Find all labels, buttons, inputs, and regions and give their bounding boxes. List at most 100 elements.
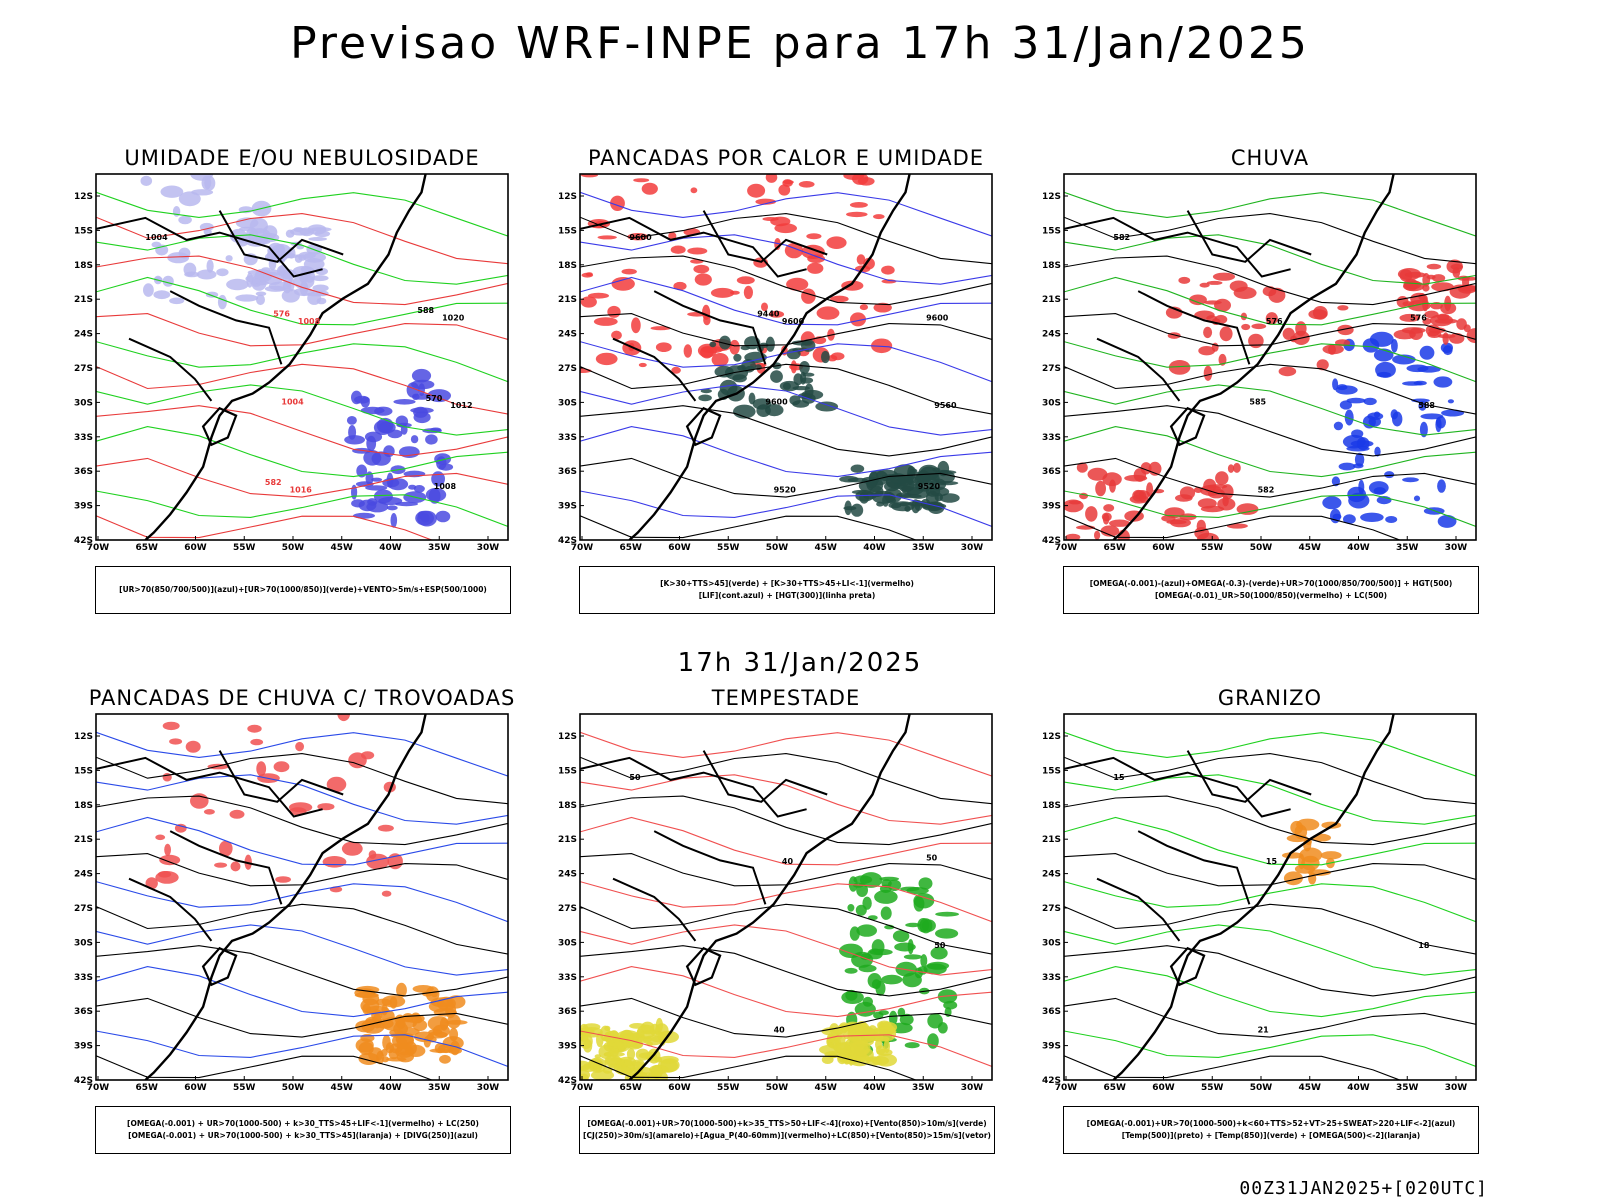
contour-line [96,924,508,976]
shaded-area [434,453,451,465]
shaded-area [883,1039,890,1054]
shaded-area [1390,409,1398,420]
lat-label: 15S [74,226,93,236]
country-border [1137,830,1251,905]
contour-line [96,945,508,997]
shaded-area [881,974,903,985]
shaded-area [1336,384,1348,391]
shaded-area [219,840,233,857]
shaded-area [1268,287,1286,303]
lon-label: 65W [620,543,643,553]
shaded-area [361,751,375,760]
lon-label: 35W [912,543,935,553]
shaded-area [668,232,677,240]
lat-label: 24S [74,870,93,880]
shaded-area [736,276,755,285]
shaded-area [1109,479,1116,493]
country-border [1186,210,1312,263]
lat-label: 33S [1042,433,1061,443]
shaded-area [1441,409,1465,417]
contour-line [1064,490,1476,528]
country-border [1096,877,1181,942]
shaded-area [1437,514,1457,528]
lon-label: 60W [184,1083,207,1093]
shaded-area [439,1054,451,1064]
shaded-area [153,290,171,300]
shaded-area [1199,282,1210,288]
shaded-area [435,510,451,523]
shaded-area [799,361,810,374]
shaded-area [1374,446,1381,457]
shaded-area [747,183,766,198]
shaded-area [851,489,872,495]
shaded-area [1375,361,1396,378]
shaded-area [846,211,868,218]
shaded-area [178,215,192,225]
contour-line [1064,234,1476,285]
shaded-area [368,1047,383,1062]
shaded-area [162,275,174,287]
shaded-area [1422,296,1429,312]
lat-label: 12S [1042,192,1061,202]
lat-label: 36S [558,1007,577,1017]
legend-line: [CJ(250)>30m/s](amarelo)+[Agua_P(40-60mm… [583,1131,991,1140]
main-title: Previsao WRF-INPE para 17h 31/Jan/2025 [290,18,1310,69]
lon-label: 45W [815,543,838,553]
shaded-area [1393,329,1416,340]
contour-line [96,276,508,326]
lat-label: 24S [74,330,93,340]
shaded-area [867,973,882,989]
shaded-area [229,809,245,819]
shaded-area [1363,397,1377,406]
shaded-area [178,191,201,207]
shaded-area [657,1055,679,1064]
shaded-area [382,1034,391,1051]
lat-label: 21S [558,295,577,305]
shaded-area [580,1069,591,1080]
shaded-area [1419,345,1435,360]
lon-label: 55W [233,543,256,553]
lat-label: 30S [558,938,577,948]
shaded-area [1241,323,1251,331]
shaded-area [611,277,635,291]
lat-label: 24S [1042,870,1061,880]
contour-line [580,816,992,866]
shaded-area [1418,293,1426,301]
shaded-area [719,379,738,396]
shaded-area [1233,462,1241,473]
lon-label: 50W [282,1083,305,1093]
shaded-area [700,388,712,394]
shaded-area [1433,376,1453,388]
contour-label: 1004 [145,233,168,242]
shaded-area [1419,421,1428,438]
lat-label: 33S [558,973,577,983]
contour-label: 9600 [629,233,652,242]
country-border [702,750,828,803]
shaded-area [162,721,180,731]
contour-line [1064,191,1476,237]
shaded-area [856,924,877,937]
contour-label: 582 [1113,233,1130,242]
shaded-area [275,876,291,883]
shaded-area [1413,495,1421,502]
contour-line [96,774,508,825]
map-umidade: 1004 1008 1012 1016 1020 1004 1008 576 570 582 588… [74,173,509,553]
shaded-area [252,278,261,284]
contour-line [96,490,508,528]
lat-label: 39S [558,502,577,512]
shaded-area [709,341,717,348]
shaded-area [225,255,233,262]
shaded-area [159,854,181,866]
shaded-area [905,922,921,928]
lat-label: 15S [558,226,577,236]
shaded-area [1427,330,1442,338]
contour-label: 9600 [765,398,788,407]
shaded-area [314,230,331,238]
shaded-area [833,1042,851,1054]
lat-label: 39S [74,1042,93,1052]
contour-line [96,384,508,436]
shaded-area [169,738,183,745]
lon-label: 40W [863,1083,886,1093]
shaded-area [1346,397,1366,404]
contour-line [580,457,992,498]
